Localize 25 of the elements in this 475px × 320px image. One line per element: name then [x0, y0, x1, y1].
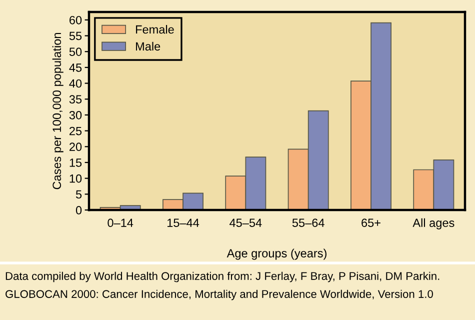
y-axis-title: Cases per 100,000 population: [52, 33, 64, 190]
y-tick-label: 20: [70, 142, 82, 152]
y-tick-label: 10: [70, 174, 82, 183]
y-tick-label: 30: [69, 110, 82, 120]
y-tick-label: 45: [69, 64, 82, 72]
y-tick-label: 60: [70, 16, 82, 24]
y-tick-label: 0: [76, 206, 82, 214]
y-tick-label: 55: [69, 32, 82, 40]
legend-label: Male: [136, 42, 160, 51]
x-axis-title: Age groups (years): [226, 248, 326, 260]
y-tick-label: 15: [70, 158, 82, 167]
x-tick-label: 0–14: [108, 218, 134, 228]
text: GLOBOCAN 2000: Cancer Incidence, Mortality and Prevalence Worldwide, Version 1.0: [6, 290, 433, 300]
y-tick-label: 5: [76, 190, 82, 199]
y-tick-label: 25: [70, 126, 82, 136]
y-tick-label: 50: [69, 48, 82, 56]
text: Data compiled by World Health Organization from: J Ferlay, F Bray, P Pisani, DM Parkin.: [6, 272, 440, 282]
x-tick-label: 65+: [362, 218, 380, 228]
legend-label: Female: [136, 24, 174, 34]
x-tick-label: All ages: [412, 218, 454, 230]
x-tick-label: 45–54: [230, 218, 262, 228]
x-tick-label: 15–44: [167, 218, 200, 228]
y-tick-label: 35: [69, 95, 82, 104]
x-tick-label: 55–64: [292, 218, 324, 228]
y-tick-label: 40: [69, 79, 82, 88]
